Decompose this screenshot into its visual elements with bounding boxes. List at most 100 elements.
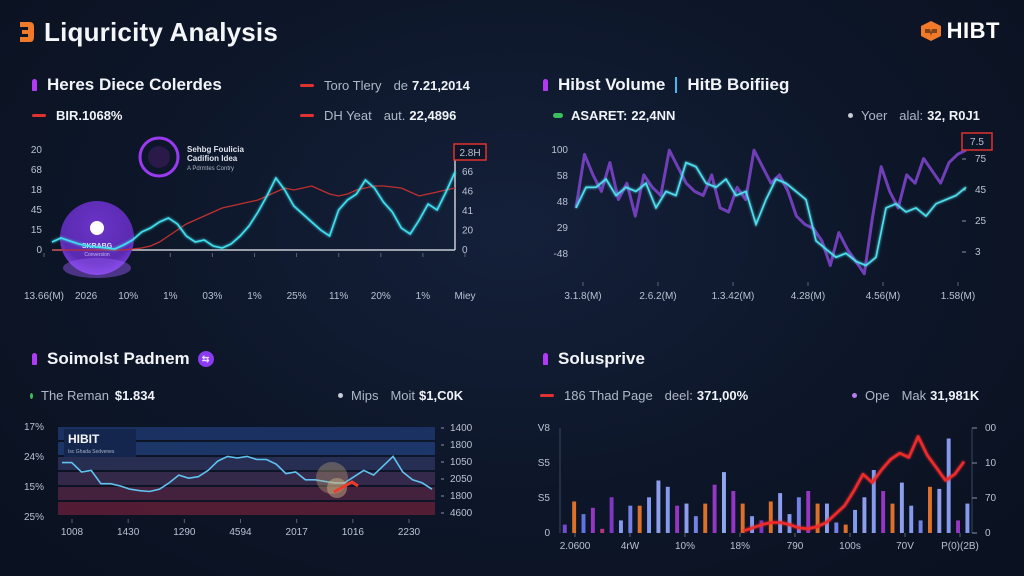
y-tick-label-right: 20 (462, 226, 474, 237)
x-tick-label: 18% (730, 541, 750, 552)
bar (796, 497, 801, 533)
brand-logo[interactable]: HIBT (919, 18, 1000, 44)
x-tick-label: 1.58(M) (941, 291, 975, 302)
series-line-index (575, 161, 967, 267)
y-tick-label: 45 (31, 205, 43, 216)
bar (665, 486, 670, 533)
progress-ring-center (148, 146, 170, 168)
y-tick-label-right: 66 (462, 167, 474, 178)
legend-swatch (30, 392, 33, 399)
band-stripe (58, 427, 435, 440)
x-tick-label: 25% (287, 291, 307, 302)
y-tick-label: S5 (538, 493, 551, 504)
y-tick-label-right: 0 (462, 245, 468, 256)
bar (572, 501, 577, 533)
y-tick-label-right: 00 (985, 423, 997, 434)
x-tick-label: 1% (247, 291, 262, 302)
y-tick-label: 25% (24, 512, 44, 523)
brand-name: HIBT (946, 18, 1000, 43)
bar (965, 503, 970, 533)
highlight-marker (327, 478, 347, 498)
x-tick-label: 4.28(M) (791, 291, 825, 302)
x-tick-label: 3.1.8(M) (564, 291, 601, 302)
bar (684, 503, 689, 533)
inset-card (64, 429, 136, 457)
legend-value: 32, R0J1 (927, 108, 980, 123)
highlight-marker-halo (316, 462, 348, 494)
legend-item: ASARET: 22,4NN (553, 108, 675, 123)
x-tick-label: 03% (202, 291, 222, 302)
x-tick-label: 11% (329, 291, 348, 302)
panel-title-bottom-left: Soimolst Padnem ⇆ (32, 349, 214, 369)
bar (618, 520, 623, 533)
bar (937, 488, 942, 533)
x-tick-label: 4.56(M) (866, 291, 900, 302)
bar (824, 503, 829, 533)
y-tick-label: 24% (24, 452, 44, 463)
progress-ring (138, 136, 180, 178)
x-tick-label: 1290 (173, 527, 196, 538)
bar (628, 505, 633, 533)
overlay-card-line: Sehbg Foulicia (187, 145, 244, 154)
legend-swatch (852, 393, 857, 398)
bar (600, 528, 605, 533)
bar (909, 505, 914, 533)
legend-item: DH Yeat aut. 22,4896 (300, 108, 456, 123)
band-stripe (58, 472, 435, 485)
bar (740, 503, 745, 533)
legend-value: 7.21,2014 (412, 78, 470, 93)
band-stripe (58, 487, 435, 500)
bar (581, 514, 586, 533)
x-tick-label: 2230 (398, 527, 421, 538)
x-tick-label: 4rW (621, 541, 640, 552)
x-tick-label: 1% (163, 291, 178, 302)
legend-value: BIR.1068% (56, 108, 123, 123)
legend-swatch (300, 114, 314, 117)
legend-value: 31,981K (930, 388, 980, 403)
y-tick-label: V8 (538, 423, 551, 434)
y-tick-label-right: 1800 (450, 491, 473, 502)
y-tick-label-right: 10 (985, 458, 997, 469)
y-tick-label: 15% (24, 482, 44, 493)
circle-badge-sub: Conversion (84, 252, 110, 258)
swap-icon[interactable]: ⇆ (197, 351, 214, 367)
bar (881, 491, 886, 533)
value-highlight-label: 7.5 (970, 137, 984, 148)
y-tick-label: 29 (557, 223, 569, 234)
bar (693, 516, 698, 533)
bar (759, 520, 764, 533)
x-tick-label: 790 (787, 541, 804, 552)
bar (956, 520, 961, 533)
bar (806, 491, 811, 533)
bar (590, 507, 595, 533)
x-tick-label: Miey (454, 291, 475, 302)
y-tick-label: 58 (557, 171, 569, 182)
bar (899, 482, 904, 533)
y-tick-label-right: 4600 (450, 508, 473, 519)
x-tick-label: 1008 (61, 527, 84, 538)
legend-swatch (540, 394, 554, 397)
legend-value: 371,00% (696, 388, 749, 403)
bar (843, 524, 848, 533)
page-title: Liquricity Analysis (44, 16, 279, 47)
y-tick-label-right: 0 (985, 528, 991, 539)
bar (656, 480, 661, 533)
title-divider (675, 77, 678, 93)
x-tick-label: 2.6.2(M) (639, 291, 676, 302)
series-line-trend (52, 185, 456, 251)
series-line-trend (743, 435, 966, 533)
y-tick-label-right: 75 (975, 154, 987, 165)
value-highlight-label: 2.8H (459, 148, 480, 159)
bar (703, 503, 708, 533)
inset-card-sub: Isc Ghada Sedvenes (68, 449, 115, 455)
legend-value: 22,4NN (631, 108, 676, 123)
y-tick-label-right: 1050 (450, 457, 473, 468)
bar (562, 524, 567, 533)
panel-title-top-left: Heres Diece Colerdes (32, 75, 222, 95)
bar (750, 516, 755, 533)
panel-title-secondary: HitB Boifiieg (687, 75, 790, 94)
x-tick-label: P(0)(2B) (941, 541, 979, 552)
x-tick-label: 20% (371, 291, 391, 302)
bar (946, 438, 951, 533)
